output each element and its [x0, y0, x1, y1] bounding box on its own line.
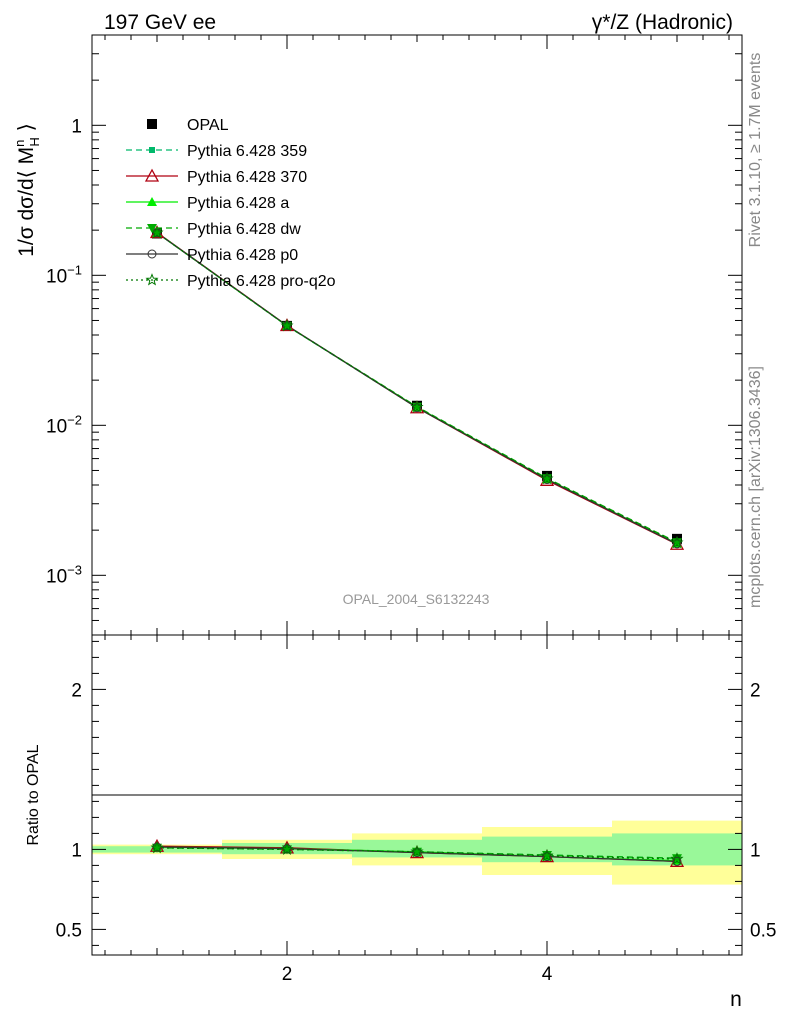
- legend-marker: [144, 168, 160, 182]
- legend-label: Pythia 6.428 359: [187, 143, 307, 160]
- legend-marker: [147, 224, 157, 233]
- ratio-series-point: [672, 854, 682, 864]
- series-point: [280, 318, 294, 332]
- series-point: [540, 471, 554, 485]
- ratio-y-tick-label: 1: [71, 840, 82, 861]
- ratio-data-layer: [149, 838, 685, 868]
- ratio-panel: 0.5 0.5 1 1 2 2 2 4 Ratio to OPAL n: [25, 634, 776, 1011]
- legend-label: Pythia 6.428 dw: [187, 221, 301, 238]
- legend-marker: [147, 249, 157, 259]
- ratio-series-point: [410, 844, 424, 858]
- series-point: [670, 535, 684, 549]
- series-point: [412, 403, 422, 413]
- x-tick-label: 2: [282, 964, 293, 985]
- main-panel: 10−3 10−2 10−1 1 OPAL_2004_S6132243 OPAL Pyt…: [12, 34, 743, 636]
- legend-label: Pythia 6.428 370: [187, 169, 307, 186]
- ratio-y-tick-label-right: 1: [750, 840, 761, 861]
- ratio-y-tick-label-right: 0.5: [750, 920, 776, 941]
- legend-marker: [147, 119, 157, 129]
- ratio-y-axis-label: Ratio to OPAL: [25, 744, 42, 845]
- y-tick-label: 10−2: [46, 412, 82, 437]
- ratio-series-point: [540, 848, 554, 862]
- ratio-series-point: [280, 842, 294, 855]
- y-tick-label: 10−1: [46, 262, 82, 287]
- y-tick-label: 1: [71, 116, 82, 137]
- ratio-series-point: [672, 856, 682, 866]
- title-right: γ*/Z (Hadronic): [592, 11, 733, 34]
- x-tick-label: 4: [542, 964, 553, 985]
- ratio-series-point: [150, 840, 164, 854]
- ratio-axis-ticks: 0.5 0.5 1 1 2 2 2 4: [56, 635, 776, 985]
- analysis-watermark: OPAL_2004_S6132243: [343, 591, 490, 607]
- series-point: [410, 400, 424, 413]
- series-point: [672, 539, 682, 549]
- legend-label: OPAL: [187, 117, 229, 134]
- series-point: [669, 536, 685, 550]
- legend-label: Pythia 6.428 a: [187, 195, 289, 212]
- legend-marker: [149, 147, 155, 153]
- main-data-layer: [149, 225, 685, 550]
- legend-marker: [145, 273, 159, 286]
- series-point: [152, 228, 162, 238]
- rivet-label: Rivet 3.1.10, ≥ 1.7M events: [747, 53, 764, 248]
- main-y-axis-label: 1/σ dσ/d⟨ MnH ⟩: [12, 123, 42, 257]
- title-left: 197 GeV ee: [104, 11, 216, 34]
- ratio-series-point: [670, 852, 684, 865]
- mcplots-label: mcplots.cern.ch [arXiv:1306.3436]: [747, 366, 764, 608]
- ratio-y-tick-label: 0.5: [56, 920, 82, 941]
- ratio-y-tick-label: 2: [71, 680, 82, 701]
- legend-label: Pythia 6.428 pro-q2o: [187, 273, 336, 290]
- y-tick-label: 10−3: [46, 562, 82, 587]
- x-axis-label: n: [730, 988, 742, 1011]
- legend-label: Pythia 6.428 p0: [187, 247, 298, 264]
- ratio-series-point: [412, 848, 422, 858]
- main-axis-ticks: 10−3 10−2 10−1 1: [46, 34, 742, 636]
- series-line: [156, 232, 678, 544]
- ratio-y-tick-label-right: 2: [750, 680, 761, 701]
- series-point: [542, 475, 552, 485]
- legend-marker: [147, 197, 157, 206]
- legend: OPAL Pythia 6.428 359 Pythia 6.428 370 Pyth…: [126, 117, 336, 290]
- ratio-series-point: [542, 852, 552, 862]
